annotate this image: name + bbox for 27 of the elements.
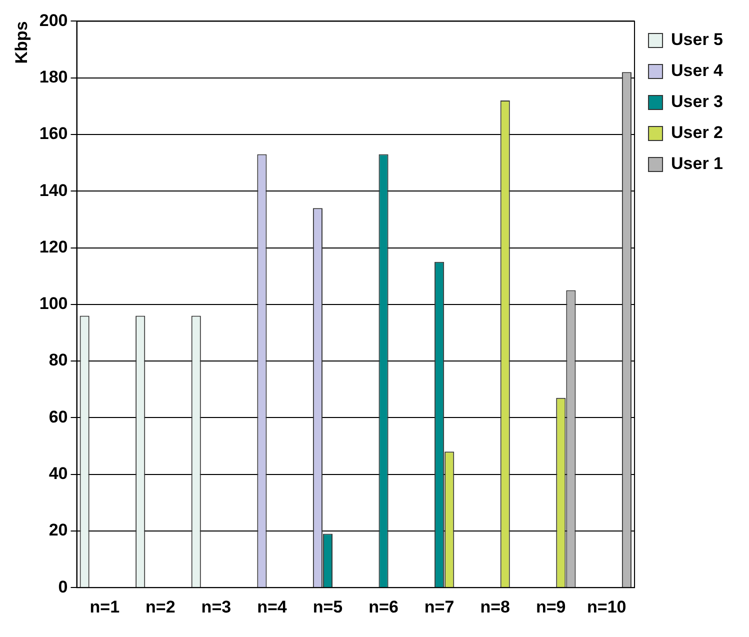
x-tick-label: n=5 [312, 597, 343, 616]
y-tick-label: 100 [39, 294, 68, 314]
legend-label: User 2 [671, 123, 724, 142]
y-tick-label: 180 [39, 68, 68, 87]
legend-label: User 3 [671, 92, 724, 112]
x-tick-label: n=8 [480, 597, 510, 616]
legend-label: User 5 [671, 30, 724, 50]
x-tick-label: n=7 [424, 597, 454, 616]
y-tick-label: 40 [48, 464, 68, 484]
x-tick-label: n=10 [587, 597, 626, 616]
legend-label: User 1 [671, 154, 724, 174]
y-tick-label: 60 [48, 407, 68, 426]
x-tick-label: n=2 [146, 597, 176, 616]
x-tick-label: n=9 [536, 597, 566, 616]
y-tick-label: 0 [58, 577, 68, 596]
legend-label: User 4 [671, 61, 724, 80]
x-tick-label: n=3 [201, 597, 232, 616]
y-tick-label: 120 [39, 237, 68, 256]
y-tick-label: 20 [48, 520, 68, 540]
y-axis-title: Kbps [12, 21, 31, 64]
y-tick-label: 80 [48, 350, 68, 370]
y-tick-label: 160 [39, 124, 68, 144]
x-tick-label: n=4 [257, 597, 288, 616]
x-tick-label: n=1 [90, 597, 120, 616]
y-tick-label: 140 [39, 180, 68, 200]
x-tick-label: n=6 [368, 597, 398, 616]
y-tick-label: 200 [39, 10, 68, 30]
